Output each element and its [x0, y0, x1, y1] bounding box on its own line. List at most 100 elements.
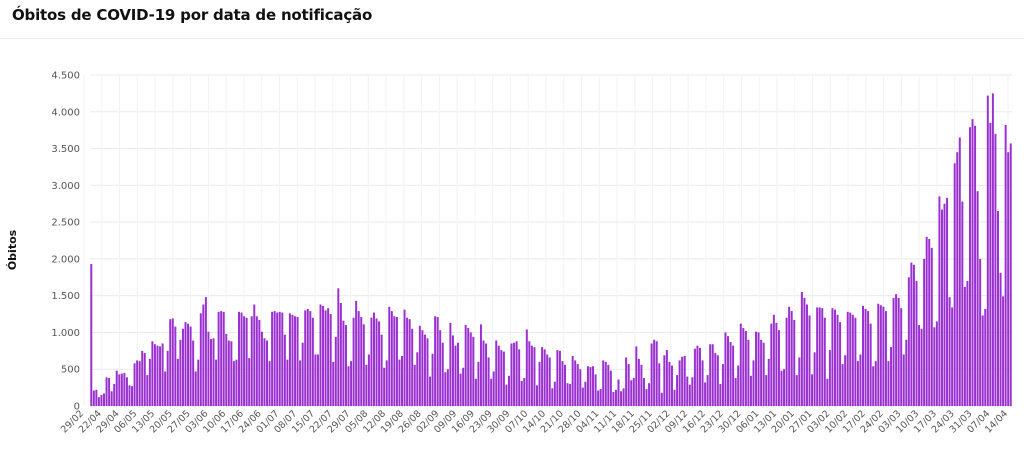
bar: [518, 349, 521, 406]
bar: [161, 343, 164, 406]
bar: [1004, 125, 1007, 407]
bar: [441, 342, 444, 406]
bar: [727, 336, 730, 406]
bar: [151, 341, 154, 406]
bar: [507, 375, 510, 406]
bar: [813, 352, 816, 406]
bar: [334, 336, 337, 406]
bar: [877, 303, 880, 406]
bar: [197, 359, 200, 406]
bar: [449, 322, 452, 406]
bar: [693, 348, 696, 406]
bar: [928, 239, 931, 406]
bar: [823, 317, 826, 406]
bar: [171, 318, 174, 406]
bar: [915, 280, 918, 406]
bar: [240, 312, 243, 406]
bar: [981, 315, 984, 406]
bar: [199, 313, 202, 406]
bar: [943, 203, 946, 406]
bar: [925, 236, 928, 406]
bar: [879, 305, 882, 406]
bar: [729, 342, 732, 406]
bar: [670, 365, 673, 406]
bar: [991, 93, 994, 406]
bar: [627, 364, 630, 406]
bar: [344, 325, 347, 406]
bar: [367, 354, 370, 406]
bar: [115, 370, 118, 406]
bar: [520, 380, 523, 406]
bar: [457, 342, 460, 406]
bar: [411, 328, 414, 406]
bar: [772, 314, 775, 406]
bar: [887, 361, 890, 406]
bar: [620, 391, 623, 406]
bar: [510, 343, 513, 406]
bar: [956, 152, 959, 406]
bar: [360, 317, 363, 406]
bar: [961, 201, 964, 406]
bar: [974, 125, 977, 406]
bar: [128, 385, 131, 406]
bar: [762, 342, 765, 406]
bar: [383, 367, 386, 406]
bar: [678, 360, 681, 406]
bar: [938, 196, 941, 406]
bar: [752, 360, 755, 406]
bar: [314, 354, 317, 406]
bar: [663, 355, 666, 406]
bar: [963, 286, 966, 406]
bar: [215, 359, 218, 406]
bar: [622, 388, 625, 406]
bar: [609, 370, 612, 406]
bar: [192, 340, 195, 406]
bar: [892, 297, 895, 406]
bar: [263, 338, 266, 406]
bar: [125, 377, 128, 406]
bar: [347, 366, 350, 406]
bar: [207, 331, 210, 406]
bar: [487, 357, 490, 406]
y-axis-ticks: 0 500 1.000 1.500 2.000 2.500 3.000 3.500 4.000 4…: [51, 71, 80, 413]
bar: [541, 347, 544, 406]
bar: [576, 364, 579, 406]
bar: [276, 312, 279, 406]
bar: [637, 358, 640, 406]
bar: [248, 358, 251, 406]
bar: [551, 388, 554, 406]
bar: [719, 383, 722, 406]
bar: [342, 320, 345, 406]
bar: [492, 371, 495, 406]
bar: [744, 330, 747, 406]
bar: [854, 317, 857, 406]
bar: [533, 347, 536, 406]
bar: [586, 366, 589, 406]
bar: [418, 325, 421, 406]
bar: [828, 350, 831, 406]
bar: [426, 338, 429, 406]
bar: [1009, 143, 1012, 406]
bar: [923, 258, 926, 406]
bar: [500, 350, 503, 406]
bar: [288, 313, 291, 406]
bar: [179, 339, 182, 406]
bar: [181, 328, 184, 406]
bar: [543, 349, 546, 406]
bar: [902, 354, 905, 406]
bar: [846, 311, 849, 406]
bar: [686, 376, 689, 406]
bar: [905, 339, 908, 406]
bar: [362, 324, 365, 406]
bar: [757, 332, 760, 406]
bar: [243, 316, 246, 406]
bar: [538, 361, 541, 406]
bar: [97, 397, 100, 406]
bar: [612, 392, 615, 406]
bar: [136, 360, 139, 406]
bar: [164, 371, 167, 406]
bar: [884, 311, 887, 406]
bar: [108, 378, 111, 406]
bar: [818, 307, 821, 406]
bar: [141, 350, 144, 406]
